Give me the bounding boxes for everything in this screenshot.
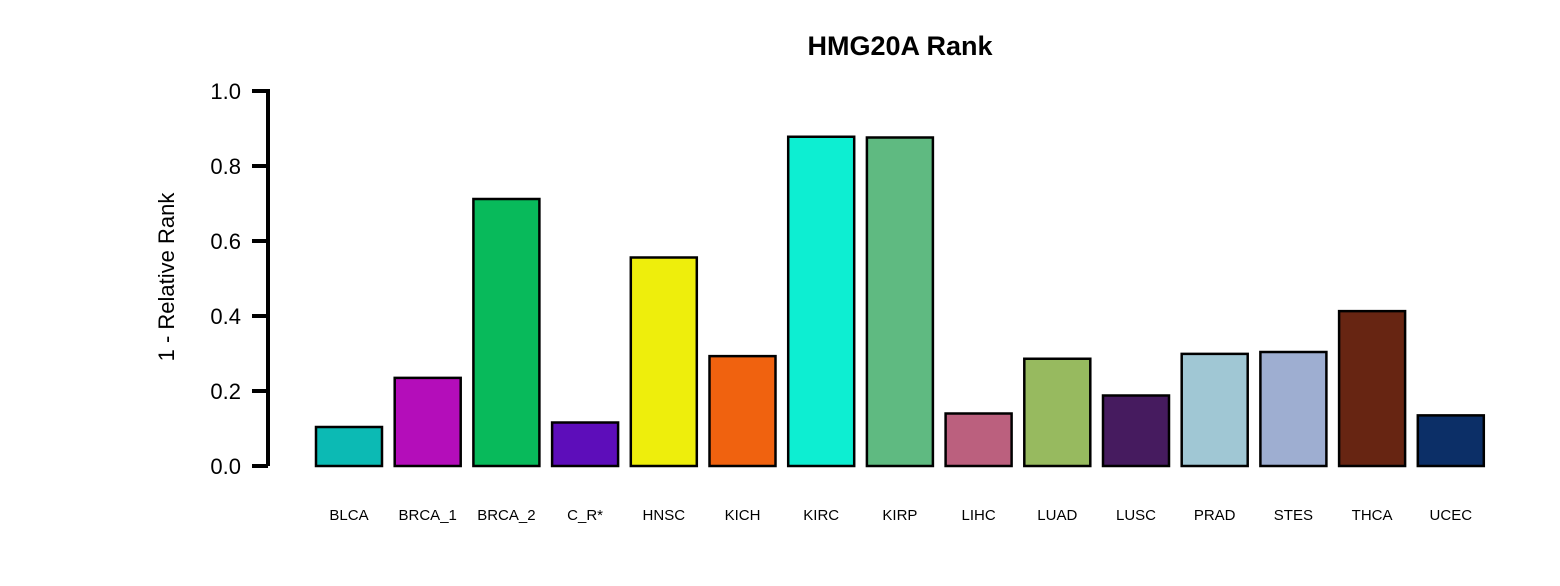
x-tick-label: HNSC	[643, 507, 686, 524]
bar-lusc	[1101, 394, 1171, 468]
x-tick-label: LIHC	[962, 507, 996, 524]
bar-c-r	[550, 421, 620, 468]
y-tick-label: 0.4	[210, 304, 241, 329]
bar-kirp	[865, 136, 935, 468]
bar-blca	[314, 425, 384, 468]
x-tick-label: C_R*	[567, 507, 603, 524]
y-tick-label: 0.8	[210, 154, 241, 179]
bar-kich	[708, 354, 777, 468]
bar-brca-1	[393, 376, 462, 468]
bar-kirc	[786, 135, 856, 468]
bar-lihc	[944, 412, 1013, 468]
bar-luad	[1023, 357, 1092, 468]
x-tick-label: BLCA	[329, 507, 368, 524]
bar-thca	[1337, 309, 1407, 468]
y-tick-label: 0.6	[210, 229, 241, 254]
bar-prad	[1180, 352, 1249, 468]
chart-title: HMG20A Rank	[807, 31, 993, 61]
x-tick-label: STES	[1274, 507, 1313, 524]
x-tick-label: LUAD	[1037, 507, 1077, 524]
y-ticks: 0.0 0.2 0.4 0.6 0.8 1.0	[210, 79, 268, 479]
x-tick-label: BRCA_1	[399, 507, 457, 524]
y-tick-label: 0.0	[210, 454, 241, 479]
bar-stes	[1259, 350, 1328, 468]
x-tick-label: THCA	[1352, 507, 1393, 524]
y-tick-label: 0.2	[210, 379, 241, 404]
x-tick-labels: BLCA BRCA_1 BRCA_2 C_R* HNSC KICH KIRC KIRP LIHC…	[329, 507, 1472, 524]
x-tick-label: UCEC	[1430, 507, 1473, 524]
bar-hnsc	[629, 256, 699, 468]
bar-ucec	[1416, 414, 1486, 468]
x-tick-label: LUSC	[1116, 507, 1156, 524]
y-axis-label: 1 - Relative Rank	[154, 192, 179, 362]
x-tick-label: KIRC	[803, 507, 839, 524]
x-tick-label: BRCA_2	[477, 507, 535, 524]
x-tick-label: KICH	[725, 507, 761, 524]
bars	[314, 135, 1486, 468]
bar-brca-2	[472, 197, 541, 468]
x-tick-label: PRAD	[1194, 507, 1236, 524]
y-tick-label: 1.0	[210, 79, 241, 104]
x-tick-label: KIRP	[882, 507, 917, 524]
